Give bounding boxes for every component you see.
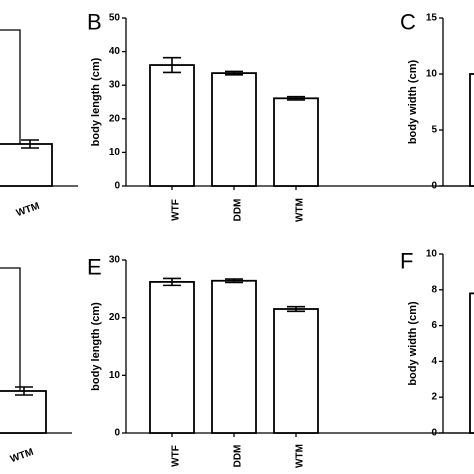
panel-e-y-tick-label: 0 xyxy=(114,428,120,439)
panel-b-y-tick-label: 50 xyxy=(109,13,121,24)
panel-e-bar xyxy=(273,308,319,434)
panel-b-x-tick-label: DDM xyxy=(233,199,244,222)
panel-b-y-tick-label: 10 xyxy=(109,147,121,158)
panel-f-y-tick-label: 10 xyxy=(426,249,438,260)
panel-e-y-tick-label: 10 xyxy=(109,370,121,381)
panel-b-y-tick-label: 30 xyxy=(109,80,121,91)
panel-c-bar xyxy=(469,73,474,187)
panel-c-letter: C xyxy=(400,10,416,35)
panel-e-x-tick-label: WTM xyxy=(295,444,306,468)
panel-c-y-tick-label: 15 xyxy=(426,13,438,24)
panel-c-y-tick-label: 10 xyxy=(426,69,438,80)
panel-c-y-tick-label: 0 xyxy=(431,181,437,192)
panel-b-y-axis-label: body length (cm) xyxy=(90,57,102,146)
panel-d-bar xyxy=(0,390,47,434)
panel-f-y-tick-label: 2 xyxy=(431,392,437,403)
panel-f-y-axis-label: body width (cm) xyxy=(407,301,419,386)
panel-f-letter: F xyxy=(400,249,413,274)
panel-b-letter: B xyxy=(87,10,102,35)
panel-c-y-axis-label: body width (cm) xyxy=(407,60,419,145)
panel-b-y-tick-label: 20 xyxy=(109,113,121,124)
panel-a-x-tick-label: WTM xyxy=(15,201,41,220)
panel-a-bar xyxy=(0,143,53,187)
panel-f-bar xyxy=(469,292,474,434)
panel-b-bar xyxy=(273,97,319,187)
panel-d-x-tick-label: WTM xyxy=(9,447,35,466)
panel-b-y-tick-label: 0 xyxy=(114,181,120,192)
panel-f-y-tick-label: 0 xyxy=(431,428,437,439)
panel-a-significance-bracket xyxy=(0,29,21,144)
panel-b-x-tick-label: WTF xyxy=(171,199,182,221)
panel-b-bar xyxy=(149,64,195,187)
panel-c-y-tick-label: 5 xyxy=(431,125,437,136)
panel-e-y-tick-label: 20 xyxy=(109,312,121,323)
panel-d-significance-bracket xyxy=(0,267,21,391)
panel-b-bar xyxy=(211,72,257,187)
panel-f-y-tick-label: 4 xyxy=(431,356,437,367)
panel-e-letter: E xyxy=(87,255,102,280)
panel-b-y-tick-label: 40 xyxy=(109,46,121,57)
panel-f-y-tick-label: 8 xyxy=(431,284,437,295)
panel-f-y-tick-label: 6 xyxy=(431,320,437,331)
panel-e-x-tick-label: WTF xyxy=(171,445,182,467)
panel-e-bar xyxy=(149,281,195,434)
panel-e-y-axis-label: body length (cm) xyxy=(90,302,102,391)
panel-e-x-tick-label: DDM xyxy=(233,445,244,468)
panel-e-y-tick-label: 30 xyxy=(109,255,121,266)
panel-b-x-tick-label: WTM xyxy=(295,198,306,222)
panel-e-bar xyxy=(211,279,257,434)
